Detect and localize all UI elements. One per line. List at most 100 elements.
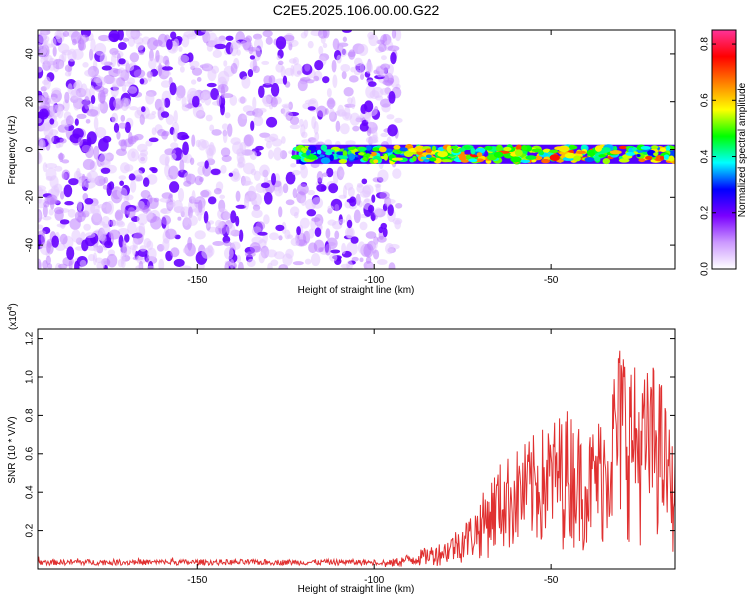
spectrogram-noise-blob	[220, 147, 231, 158]
spectrogram-noise-blob	[173, 110, 178, 124]
spectrogram-noise-blob	[183, 180, 192, 187]
spectrogram-noise-blob	[111, 112, 119, 124]
spectrogram-noise-blob	[90, 94, 96, 105]
spectrogram-signal-blob	[391, 157, 404, 161]
spectrogram-signal-blob	[329, 154, 334, 162]
spectrogram-noise-blob	[235, 190, 241, 202]
spectrogram-noise-blob	[94, 127, 107, 138]
spectrogram-noise-blob	[59, 138, 67, 144]
spectrogram-noise-blob	[367, 81, 377, 87]
spectrogram-noise-blob	[258, 251, 265, 264]
colorbar-tick-label: 0.8	[700, 37, 711, 51]
spectrogram-noise-blob	[227, 123, 233, 137]
spectrogram-noise-blob	[238, 96, 247, 104]
spectrogram-noise-blob	[123, 164, 134, 172]
spectrogram-noise-blob	[380, 222, 387, 230]
spectrogram-noise-blob	[59, 219, 70, 225]
spectrogram-noise-blob	[142, 204, 149, 214]
spectrogram-noise-blob	[322, 76, 330, 84]
spectrogram-noise-blob	[136, 42, 144, 51]
spectrogram-noise-blob	[183, 31, 196, 38]
spectrogram-noise-blob	[140, 149, 149, 157]
spectrogram-noise-blob	[282, 34, 295, 42]
spectrogram-noise-blob	[54, 165, 63, 172]
spectrogram-noise-blob	[250, 120, 255, 131]
spectrogram-noise-blob	[217, 70, 230, 85]
spectrogram-signal-blob	[493, 151, 504, 158]
spectrogram-noise-blob	[116, 131, 121, 140]
spectrogram-noise-blob	[349, 112, 361, 126]
spectrogram-noise-blob	[181, 134, 190, 140]
spectrogram-noise-blob	[108, 229, 121, 240]
spectrogram-noise-blob	[368, 34, 379, 47]
spectrogram-noise-blob	[311, 217, 321, 222]
spectrogram-noise-blob	[252, 65, 260, 74]
spectrogram-noise-blob	[266, 249, 277, 258]
spectrogram-noise-blob	[307, 106, 316, 111]
spectrogram-noise-blob	[361, 178, 368, 185]
spectrogram-noise-blob	[343, 87, 354, 97]
spectrogram-noise-blob	[318, 247, 324, 253]
spectrogram-noise-blob	[77, 136, 84, 146]
spectrogram-noise-blob	[46, 194, 58, 205]
spectrogram-noise-blob	[126, 77, 136, 85]
spectrogram-noise-blob	[64, 71, 71, 77]
spectrogram-noise-blob	[169, 82, 177, 96]
spectrogram-noise-blob	[102, 184, 108, 190]
spectrogram-noise-blob	[40, 232, 46, 245]
spectrogram-noise-blob	[55, 142, 61, 149]
spectrogram-noise-blob	[57, 43, 70, 54]
spectrogram-noise-blob	[210, 88, 220, 100]
spectrogram-noise-blob	[223, 241, 232, 247]
spectrogram-noise-blob	[307, 189, 316, 196]
spectrogram-xtick-label: -50	[544, 275, 559, 286]
spectrogram-noise-blob	[45, 162, 58, 169]
spectrogram-noise-blob	[303, 30, 309, 37]
spectrogram-noise-blob	[290, 64, 295, 77]
spectrogram-signal-blob	[365, 153, 371, 157]
spectrogram-noise-blob	[376, 259, 388, 265]
spectrogram-signal-blob	[625, 152, 635, 156]
spectrogram-noise-blob	[53, 206, 64, 215]
spectrogram-signal-blob	[446, 145, 452, 153]
snr-ticks: -150 -100 -50 0.2 0.4 0.6 0.8 1.0 1.2	[25, 329, 675, 586]
spectrogram-noise-blob	[303, 119, 309, 130]
spectrogram-noise-blob	[93, 116, 99, 131]
spectrogram-signal-blob	[531, 148, 543, 153]
spectrogram-noise-blob	[334, 230, 340, 240]
spectrogram-noise-blob	[328, 108, 335, 120]
spectrogram-noise-blob	[163, 97, 171, 108]
spectrogram-noise-blob	[342, 36, 347, 42]
spectrogram-ylabel: Frequency (Hz)	[7, 116, 18, 185]
spectrogram-noise-blob	[372, 249, 380, 260]
spectrogram-noise-blob	[118, 42, 127, 51]
spectrogram-noise-blob	[248, 185, 256, 199]
snr-xlabel: Height of straight line (km)	[298, 584, 415, 595]
spectrogram-signal-blob	[515, 144, 523, 151]
spectrogram-noise-blob	[166, 39, 173, 51]
spectrogram-signal-blob	[325, 151, 333, 156]
spectrogram-signal-blob	[636, 154, 641, 158]
spectrogram-noise-blob	[265, 140, 273, 149]
spectrogram-signal-blob	[348, 153, 356, 161]
spectrogram-noise-blob	[133, 69, 146, 78]
spectrogram-noise-blob	[135, 265, 143, 269]
spectrogram-noise-blob	[326, 167, 334, 178]
spectrogram-noise-blob	[331, 59, 337, 73]
spectrogram-noise-blob	[127, 148, 140, 162]
spectrogram-noise-blob	[188, 215, 198, 226]
spectrogram-noise-blob	[366, 263, 375, 269]
spectrogram-noise-blob	[348, 75, 359, 83]
spectrogram-noise-blob	[221, 155, 232, 163]
spectrogram-noise-blob	[359, 61, 365, 76]
spectrogram-signal-blob	[659, 155, 665, 160]
spectrogram-noise-blob	[106, 200, 114, 215]
spectrogram-noise-blob	[127, 221, 137, 235]
spectrogram-noise-blob	[74, 210, 86, 223]
spectrogram-signal-blob	[521, 145, 528, 151]
colorbar-gradient	[711, 29, 737, 270]
spectrogram-noise-blob	[335, 120, 341, 132]
spectrogram-noise-blob	[191, 95, 200, 108]
spectrogram-signal-blob	[594, 145, 602, 152]
